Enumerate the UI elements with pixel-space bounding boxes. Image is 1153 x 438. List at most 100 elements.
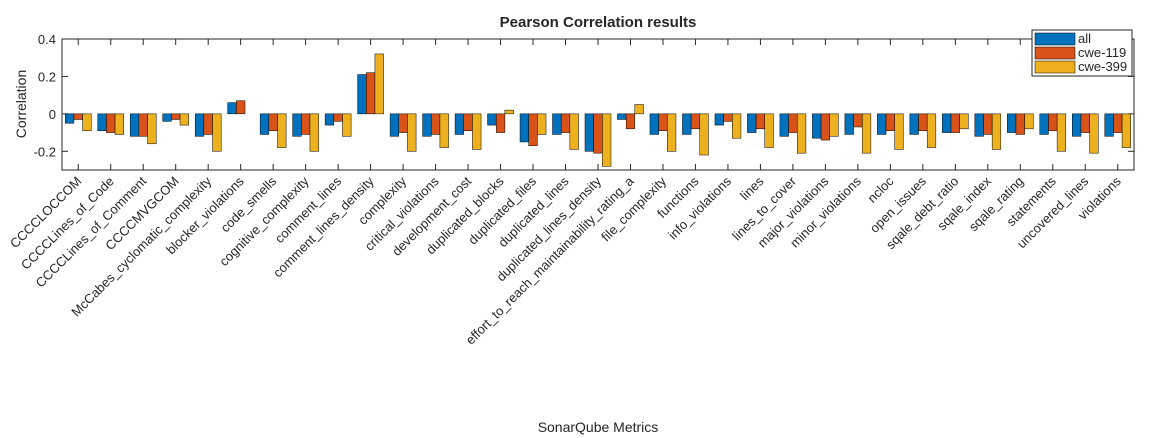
bar	[812, 113, 822, 139]
chart-title: Pearson Correlation results	[500, 14, 697, 31]
bar	[926, 113, 937, 148]
bar	[236, 100, 246, 115]
bar	[82, 113, 92, 131]
bar	[487, 113, 497, 126]
bar	[1113, 113, 1123, 133]
y-tick-label: 0.4	[38, 32, 56, 47]
bar	[667, 113, 677, 152]
bar	[658, 113, 668, 131]
bar	[97, 113, 107, 131]
bar	[552, 113, 562, 135]
bar	[212, 113, 222, 152]
bar	[292, 113, 302, 137]
bar	[1007, 113, 1017, 133]
bar	[203, 113, 213, 135]
bar	[1039, 113, 1049, 135]
y-tick-label: 0	[49, 107, 56, 122]
bar	[942, 113, 952, 133]
bar	[1121, 113, 1132, 148]
bar	[649, 113, 659, 135]
bar	[454, 113, 464, 135]
bar	[129, 113, 140, 137]
legend-label: all	[1078, 31, 1091, 46]
bar	[909, 113, 919, 135]
bar	[301, 113, 311, 135]
bar	[747, 113, 757, 133]
bar	[991, 113, 1002, 150]
bar	[634, 104, 644, 115]
bar	[430, 113, 441, 135]
bar	[690, 113, 701, 130]
bar	[259, 113, 270, 135]
legend-swatch	[1034, 60, 1076, 74]
bar	[560, 113, 571, 133]
bar	[829, 113, 839, 137]
bar	[723, 113, 733, 122]
bar	[682, 113, 692, 135]
y-tick-label: -0.2	[34, 144, 56, 159]
bar	[983, 113, 993, 135]
bar	[1048, 113, 1058, 131]
bar	[625, 113, 636, 130]
bar	[1089, 113, 1099, 154]
bar	[788, 113, 798, 133]
legend-label: cwe-399	[1078, 59, 1127, 74]
bar	[820, 113, 830, 141]
bar	[764, 113, 774, 148]
bar	[617, 113, 627, 120]
x-axis-label: SonarQube Metrics	[538, 419, 659, 435]
y-axis-label: Correlation	[13, 70, 29, 138]
bar	[147, 113, 157, 145]
bar	[593, 113, 603, 154]
bar	[73, 113, 83, 120]
bar	[602, 113, 612, 167]
bar	[885, 113, 895, 131]
bar	[1015, 113, 1025, 135]
bar	[853, 113, 863, 128]
bar	[106, 113, 116, 133]
bar	[463, 113, 473, 131]
bar	[528, 113, 538, 146]
bar	[342, 113, 352, 137]
bar	[495, 113, 506, 133]
bar	[162, 113, 172, 122]
bar	[114, 113, 124, 135]
bar	[268, 113, 278, 131]
bar	[324, 113, 335, 126]
bar	[504, 109, 514, 115]
axes-box	[61, 38, 1135, 171]
bar	[732, 113, 742, 139]
bar	[64, 113, 75, 124]
bar	[959, 113, 969, 130]
bar	[138, 113, 148, 137]
bar	[389, 113, 400, 137]
legend-swatch	[1034, 32, 1076, 46]
bar	[569, 113, 579, 150]
bar	[755, 113, 766, 130]
bar	[227, 102, 237, 115]
bar	[194, 113, 205, 137]
y-tick-label: 0.2	[38, 69, 56, 84]
bar	[277, 113, 287, 148]
legend-label: cwe-119	[1078, 45, 1126, 60]
bar	[422, 113, 432, 137]
bar	[1080, 113, 1090, 133]
bar	[309, 113, 319, 152]
bar	[439, 113, 449, 148]
bar	[714, 113, 724, 126]
bar	[366, 72, 376, 115]
bar	[1024, 113, 1034, 130]
bar	[1072, 113, 1082, 137]
bar	[974, 113, 984, 137]
bar	[333, 113, 343, 122]
bar	[537, 113, 547, 135]
bar	[1104, 113, 1114, 137]
bar	[407, 113, 417, 152]
bar	[584, 113, 594, 152]
bar	[519, 113, 529, 143]
bar	[877, 113, 887, 135]
bar	[779, 113, 789, 137]
bar	[374, 53, 384, 115]
bar	[894, 113, 904, 150]
